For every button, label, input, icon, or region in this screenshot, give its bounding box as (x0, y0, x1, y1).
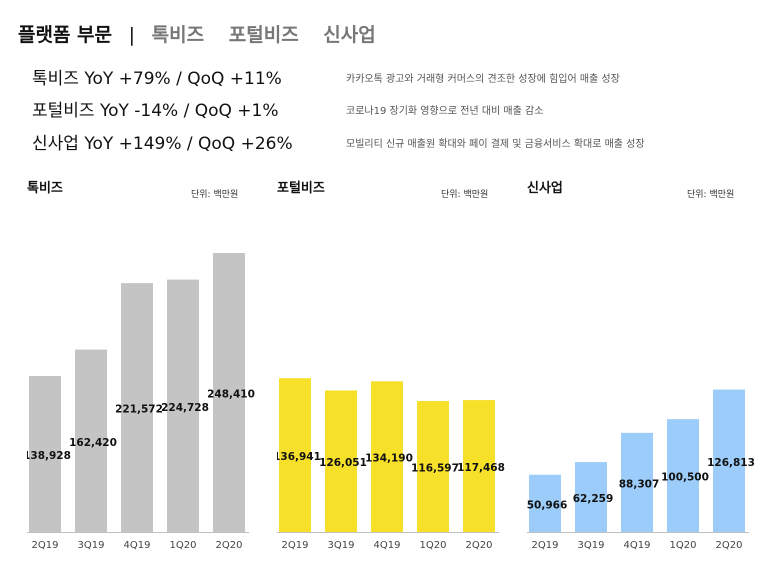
chart-unit: 단위: 백만원 (687, 190, 735, 200)
bar-3Q19 (575, 462, 607, 532)
bar-2Q19 (529, 474, 561, 532)
x-tick-label: 2Q20 (716, 540, 743, 551)
x-tick-label: 3Q19 (78, 540, 105, 551)
summary-row-portalbiz: 포털비즈 YoY -14% / QoQ +1% 코로나19 장기화 영향으로 전… (32, 96, 543, 121)
tab-portalbiz[interactable]: 포털비즈 (228, 24, 299, 46)
bar-2Q20 (213, 253, 245, 532)
summary-main: 신사업 YoY +149% / QoQ +26% (32, 134, 293, 154)
x-tick-label: 1Q20 (420, 540, 447, 551)
x-tick-label: 2Q20 (466, 540, 493, 551)
x-tick-label: 4Q19 (124, 540, 151, 551)
bar-value-label: 221,572 (115, 404, 163, 416)
bar-4Q19 (371, 381, 403, 532)
bar-2Q20 (713, 389, 745, 532)
summary-main: 포털비즈 YoY -14% / QoQ +1% (32, 101, 279, 121)
bar-value-label: 62,259 (573, 493, 614, 505)
x-tick-label: 1Q20 (170, 540, 197, 551)
chart-unit: 단위: 백만원 (441, 190, 489, 200)
bar-value-label: 100,500 (661, 472, 709, 484)
bar-value-label: 126,813 (707, 457, 755, 469)
bar-chart-svg: 138,928 2Q19 162,420 3Q19 221,572 4Q19 224,728… (23, 253, 255, 551)
x-tick-label: 1Q20 (670, 540, 697, 551)
chart-newbiz: 신사업 단위: 백만원 50,966 2Q19 62,259 3Q19 88,307 4Q… (527, 175, 757, 560)
x-tick-label: 4Q19 (624, 540, 651, 551)
summary-row-talkbiz: 톡비즈 YoY +79% / QoQ +11% 카카오톡 광고와 거래형 커머스… (32, 64, 620, 89)
bar-2Q19 (29, 375, 61, 532)
bar-value-label: 126,051 (319, 457, 367, 469)
chart-portalbiz: 포털비즈 단위: 백만원 136,941 2Q19 126,051 3Q19 134,1… (273, 175, 507, 560)
x-tick-label: 3Q19 (328, 540, 355, 551)
bar-2Q20 (463, 400, 495, 532)
summary-note: 카카오톡 광고와 거래형 커머스의 견조한 성장에 힘입어 매출 성장 (346, 74, 620, 85)
header-separator: | (128, 24, 136, 46)
tab-newbiz[interactable]: 신사업 (323, 24, 376, 46)
summary-note: 코로나19 장기화 영향으로 전년 대비 매출 감소 (346, 106, 544, 117)
bar-3Q19 (75, 349, 107, 532)
bar-value-label: 136,941 (277, 451, 321, 463)
chart-title: 신사업 (527, 181, 563, 196)
bar-value-label: 116,597 (411, 463, 459, 475)
bar-value-label: 162,420 (69, 437, 117, 449)
summary-note: 모빌리티 신규 매출원 확대와 페이 결제 및 금융서비스 확대로 매출 성장 (346, 139, 645, 150)
bar-4Q19 (621, 432, 653, 532)
bar-value-label: 117,468 (457, 462, 505, 474)
bar-value-label: 134,190 (365, 453, 413, 465)
bar-1Q20 (417, 401, 449, 532)
bar-3Q19 (325, 390, 357, 532)
x-tick-label: 2Q19 (32, 540, 59, 551)
bar-value-label: 224,728 (161, 402, 209, 414)
tab-talkbiz[interactable]: 톡비즈 (151, 24, 205, 46)
chart-talkbiz: 톡비즈 단위: 백만원 138,928 2Q19 162,420 3Q19 221,57… (23, 175, 257, 560)
bar-value-label: 248,410 (207, 389, 255, 401)
x-tick-label: 2Q20 (216, 540, 243, 551)
x-tick-label: 2Q19 (532, 540, 559, 551)
page-header: 플랫폼 부문 | 톡비즈 포털비즈 신사업 (18, 20, 394, 47)
bar-chart-svg: 50,966 2Q19 62,259 3Q19 88,307 4Q19 100,500 1Q2… (527, 389, 755, 551)
tab-platform-active: 플랫폼 부문 (18, 24, 113, 46)
bar-1Q20 (667, 419, 699, 532)
chart-unit: 단위: 백만원 (191, 190, 239, 200)
bar-4Q19 (121, 283, 153, 532)
summary-main: 톡비즈 YoY +79% / QoQ +11% (32, 69, 282, 89)
bar-value-label: 138,928 (27, 450, 71, 462)
bar-value-label: 88,307 (619, 478, 660, 490)
summary-row-newbiz: 신사업 YoY +149% / QoQ +26% 모빌리티 신규 매출원 확대와… (32, 129, 645, 154)
bar-1Q20 (167, 279, 199, 532)
bar-chart-svg: 136,941 2Q19 126,051 3Q19 134,190 4Q19 116,597… (273, 378, 505, 551)
bar-2Q19 (279, 378, 311, 532)
chart-title: 톡비즈 (27, 181, 63, 196)
chart-title: 포털비즈 (277, 181, 325, 196)
x-tick-label: 3Q19 (578, 540, 605, 551)
bar-value-label: 50,966 (527, 499, 567, 511)
x-tick-label: 2Q19 (282, 540, 309, 551)
x-tick-label: 4Q19 (374, 540, 401, 551)
